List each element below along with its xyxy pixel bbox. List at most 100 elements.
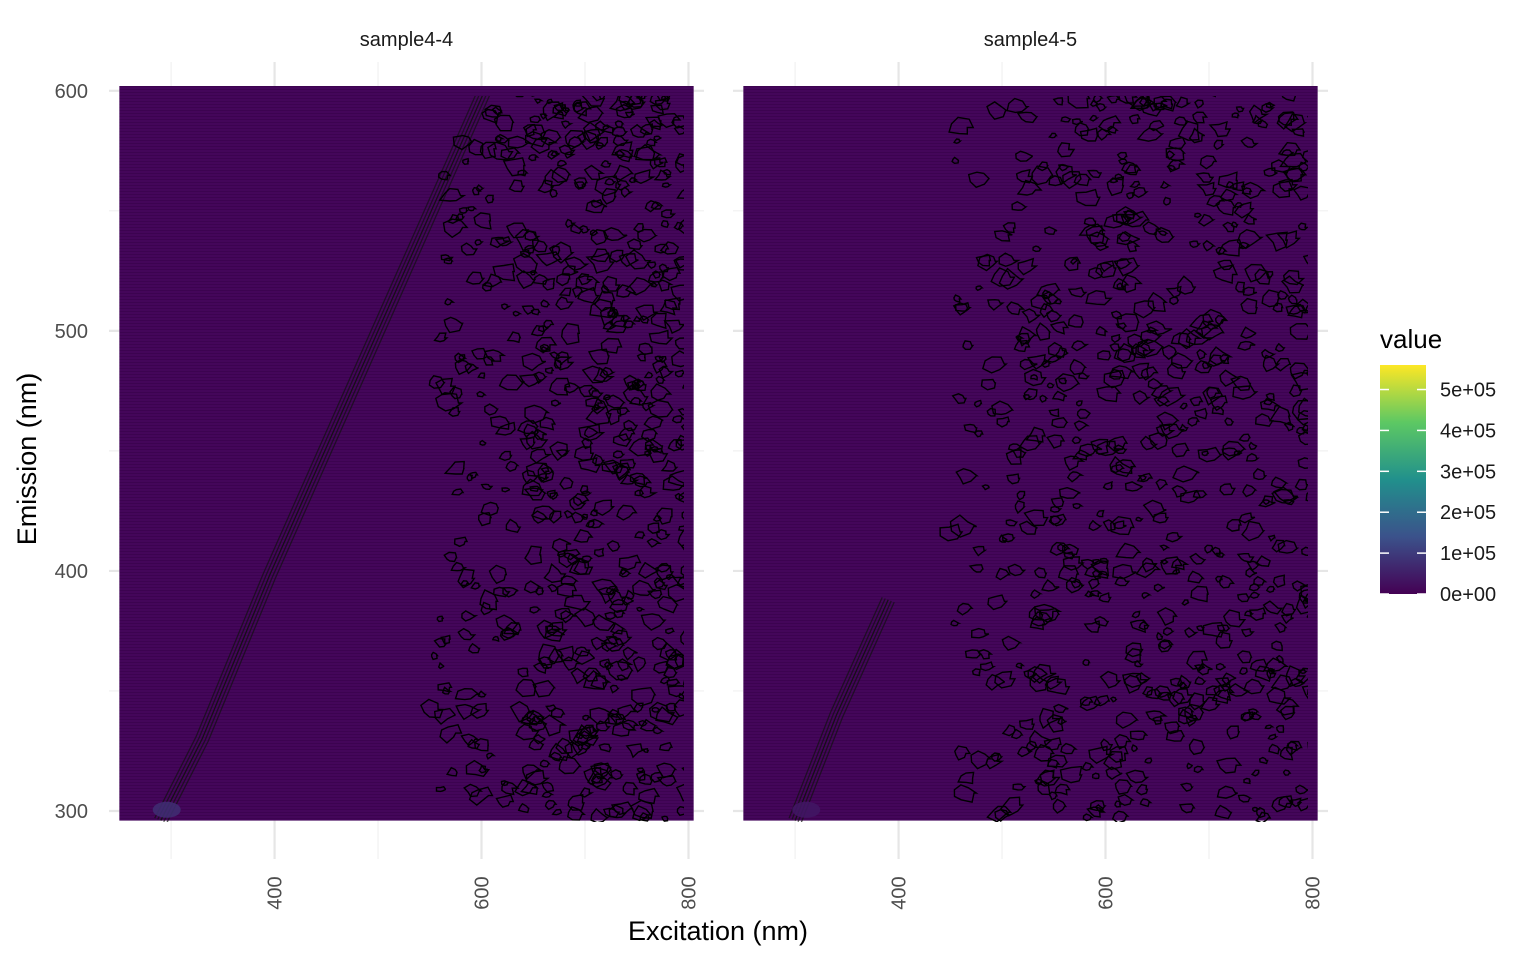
noise-contour <box>616 674 629 682</box>
noise-contour <box>466 473 474 482</box>
noise-contour <box>661 209 677 219</box>
noise-contour <box>674 337 684 350</box>
noise-contour <box>629 396 643 406</box>
noise-contour <box>606 540 621 552</box>
noise-contour <box>676 189 684 199</box>
noise-contour <box>541 791 555 799</box>
noise-contour <box>1287 304 1308 319</box>
noise-contour <box>1305 304 1308 312</box>
noise-contour <box>624 277 655 296</box>
noise-contour <box>1262 600 1284 615</box>
noise-contour <box>963 423 978 434</box>
noise-contour <box>532 371 548 385</box>
noise-contour <box>1240 181 1267 200</box>
noise-contour <box>1034 778 1045 785</box>
noise-contour <box>951 393 967 405</box>
y-tick-label: 500 <box>55 321 88 343</box>
noise-contour <box>674 654 684 668</box>
noise-contour <box>1124 96 1150 107</box>
noise-contour <box>1011 201 1028 211</box>
noise-contour <box>656 775 677 787</box>
noise-contour <box>568 560 590 576</box>
noise-contour <box>539 343 551 352</box>
noise-contour <box>599 307 619 327</box>
noise-contour <box>1047 341 1066 358</box>
noise-contour <box>1010 728 1024 740</box>
noise-contour <box>574 650 596 665</box>
noise-contour <box>539 113 548 120</box>
noise-contour <box>521 764 543 781</box>
color-legend: value 0e+00 1e+05 2e+05 3e+05 4e+05 5e+05 <box>1380 324 1496 606</box>
noise-contour <box>1046 382 1055 389</box>
noise-contour <box>1295 784 1308 795</box>
noise-contour <box>647 399 674 418</box>
noise-contour <box>495 614 520 632</box>
noise-contour <box>1084 590 1095 598</box>
noise-contour <box>1236 593 1251 603</box>
noise-contour <box>1043 737 1062 751</box>
noise-contour <box>638 342 653 356</box>
noise-contour <box>986 101 1009 120</box>
noise-contour <box>1105 766 1123 780</box>
noise-contour <box>576 130 599 151</box>
noise-contour <box>1267 733 1279 741</box>
noise-contour <box>501 780 520 796</box>
noise-contour <box>476 184 485 193</box>
noise-contour <box>583 426 600 439</box>
noise-contour <box>1201 361 1212 370</box>
noise-contour <box>1159 544 1171 552</box>
noise-contour <box>585 397 604 409</box>
noise-contour <box>498 374 526 391</box>
noise-contour <box>613 609 626 619</box>
noise-contour <box>1054 783 1071 796</box>
noise-contour <box>1185 329 1213 346</box>
noise-contour <box>547 149 561 160</box>
noise-contour <box>659 676 671 685</box>
noise-contour <box>1145 688 1163 700</box>
noise-contour <box>1300 584 1308 600</box>
noise-contour <box>1274 342 1286 353</box>
noise-contour <box>1034 769 1061 787</box>
noise-contour <box>1280 613 1294 625</box>
noise-contour <box>1125 192 1136 200</box>
noise-contour <box>640 613 667 631</box>
noise-contour <box>1277 141 1302 157</box>
noise-contour <box>474 737 489 752</box>
noise-contour <box>1298 589 1308 604</box>
noise-contour <box>599 658 612 668</box>
noise-contour <box>1228 682 1251 697</box>
noise-contour <box>494 421 516 436</box>
noise-contour <box>593 499 616 517</box>
noise-contour <box>1287 294 1298 305</box>
noise-contour <box>1024 368 1047 387</box>
noise-contour <box>517 802 530 814</box>
noise-contour <box>548 742 570 762</box>
noise-contour <box>573 607 597 628</box>
noise-contour <box>551 166 572 184</box>
noise-contour <box>1245 567 1258 578</box>
noise-contour <box>619 473 640 485</box>
noise-contour <box>1215 198 1237 216</box>
noise-contour <box>523 580 543 594</box>
noise-contour <box>1282 769 1292 776</box>
noise-contour <box>1057 543 1068 552</box>
noise-contour <box>1156 411 1180 431</box>
noise-contour <box>955 467 979 485</box>
noise-contour <box>1063 455 1086 472</box>
noise-contour <box>1265 231 1289 252</box>
noise-contour <box>1159 639 1174 650</box>
noise-contour <box>953 138 963 145</box>
y-tick-label: 600 <box>55 81 88 103</box>
noise-contour <box>676 805 684 817</box>
noise-contour <box>1153 685 1172 698</box>
noise-contour <box>1095 325 1109 337</box>
noise-contour <box>479 439 487 446</box>
noise-contour <box>951 156 960 165</box>
noise-contour <box>1219 483 1236 496</box>
noise-contour <box>1040 291 1061 306</box>
noise-contour <box>573 646 591 657</box>
noise-contour <box>532 239 548 253</box>
noise-contour <box>1036 282 1061 299</box>
noise-contour <box>1006 301 1026 316</box>
noise-contour <box>528 714 548 732</box>
